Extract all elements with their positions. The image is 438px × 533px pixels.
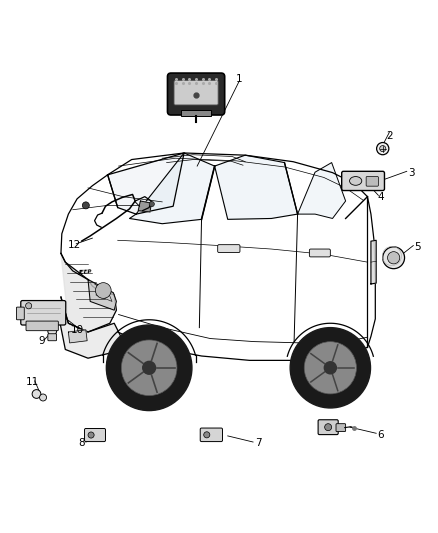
Polygon shape <box>297 163 346 219</box>
Circle shape <box>32 390 41 398</box>
FancyBboxPatch shape <box>342 171 385 190</box>
Polygon shape <box>61 253 117 332</box>
FancyBboxPatch shape <box>366 176 378 186</box>
FancyBboxPatch shape <box>167 73 225 115</box>
FancyBboxPatch shape <box>336 424 346 432</box>
Circle shape <box>95 282 111 298</box>
Circle shape <box>290 328 371 408</box>
Circle shape <box>383 247 405 269</box>
Text: JEEP: JEEP <box>79 269 93 274</box>
Circle shape <box>88 432 94 438</box>
Polygon shape <box>371 240 376 284</box>
FancyBboxPatch shape <box>85 429 106 441</box>
Circle shape <box>121 340 177 395</box>
Polygon shape <box>88 280 117 310</box>
FancyBboxPatch shape <box>174 80 218 105</box>
Polygon shape <box>108 153 184 214</box>
Polygon shape <box>60 297 123 358</box>
Circle shape <box>39 394 46 401</box>
Text: 5: 5 <box>414 242 421 252</box>
Circle shape <box>325 424 332 431</box>
Circle shape <box>149 201 154 207</box>
Circle shape <box>388 252 400 264</box>
FancyBboxPatch shape <box>16 307 24 320</box>
Text: 4: 4 <box>377 192 384 201</box>
Polygon shape <box>215 155 297 220</box>
Polygon shape <box>130 153 215 224</box>
FancyBboxPatch shape <box>309 249 330 257</box>
Circle shape <box>143 361 155 374</box>
FancyBboxPatch shape <box>21 301 66 325</box>
Text: 2: 2 <box>386 131 392 141</box>
Text: 3: 3 <box>408 168 414 177</box>
Circle shape <box>106 325 192 410</box>
Ellipse shape <box>350 176 362 185</box>
Polygon shape <box>68 330 87 343</box>
FancyBboxPatch shape <box>218 245 240 253</box>
Circle shape <box>204 432 210 438</box>
FancyBboxPatch shape <box>200 428 223 441</box>
Circle shape <box>380 146 386 152</box>
Text: 8: 8 <box>78 438 85 448</box>
Text: 7: 7 <box>255 438 261 448</box>
Text: 10: 10 <box>71 325 84 335</box>
Polygon shape <box>138 201 151 212</box>
Circle shape <box>324 362 336 374</box>
FancyBboxPatch shape <box>26 321 58 330</box>
FancyBboxPatch shape <box>48 334 57 341</box>
Text: 6: 6 <box>377 430 384 440</box>
Circle shape <box>25 303 32 309</box>
Circle shape <box>48 327 57 335</box>
FancyBboxPatch shape <box>318 420 338 434</box>
Circle shape <box>377 142 389 155</box>
Circle shape <box>82 202 89 209</box>
Text: 1: 1 <box>235 74 242 84</box>
Circle shape <box>304 342 357 394</box>
Text: 11: 11 <box>25 377 39 387</box>
Text: 12: 12 <box>67 240 81 249</box>
FancyBboxPatch shape <box>181 110 211 116</box>
Text: 9: 9 <box>39 336 46 346</box>
